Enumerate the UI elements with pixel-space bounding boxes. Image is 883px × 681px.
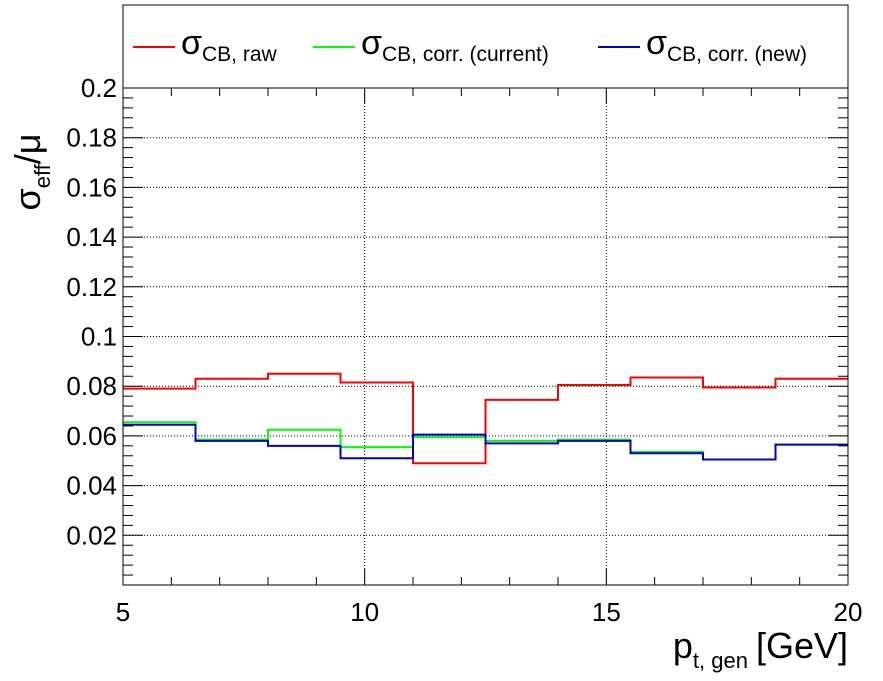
legend-label-symbol: σ xyxy=(361,24,382,62)
plot-frame xyxy=(122,87,849,586)
y-tick-label: 0.06 xyxy=(66,421,117,451)
legend-label-symbol: σ xyxy=(181,24,202,62)
x-tick-label: 10 xyxy=(350,597,379,627)
y-axis-title-subscript: eff xyxy=(30,163,55,188)
legend-label-1: σCB, raw xyxy=(181,24,277,66)
y-axis-title-tail: /μ xyxy=(7,133,48,164)
x-axis-title: pt, gen [GeV] xyxy=(673,625,848,673)
legend-label-subscript: CB, corr. (current) xyxy=(382,43,549,66)
y-axis-title-symbol: σ xyxy=(7,188,48,210)
x-tick-label: 5 xyxy=(116,597,130,627)
legend-label-symbol: σ xyxy=(646,24,667,62)
x-axis-title-subscript: t, gen xyxy=(693,648,748,673)
x-tick-label: 20 xyxy=(834,597,863,627)
legend: σCB, raw σCB, corr. (current) σCB, corr. (… xyxy=(122,4,849,89)
y-tick-label: 0.14 xyxy=(66,222,117,252)
tick-labels: 5 10 15 20 0.02 0.04 0.06 0.08 0.1 0.12 0.14 0.16 0.… xyxy=(66,73,862,627)
y-tick-label: 0.18 xyxy=(66,123,117,153)
legend-label-3: σCB, corr. (new) xyxy=(646,24,807,66)
legend-label-subscript: CB, corr. (new) xyxy=(667,43,807,66)
x-axis-title-symbol: p xyxy=(673,625,693,666)
y-tick-label: 0.12 xyxy=(66,272,117,302)
legend-label-2: σCB, corr. (current) xyxy=(361,24,549,66)
y-tick-label: 0.2 xyxy=(81,73,117,103)
legend-label-subscript: CB, raw xyxy=(202,43,278,66)
series-line-3 xyxy=(123,423,848,461)
legend-box xyxy=(122,4,849,89)
y-tick-label: 0.04 xyxy=(66,471,117,501)
y-tick-label: 0.08 xyxy=(66,371,117,401)
y-tick-label: 0.1 xyxy=(81,322,117,352)
y-tick-label: 0.16 xyxy=(66,172,117,202)
grid xyxy=(123,88,848,585)
x-axis-title-unit: [GeV] xyxy=(756,625,848,666)
series-line-1 xyxy=(123,372,848,465)
y-tick-label: 0.02 xyxy=(66,520,117,550)
x-tick-label: 15 xyxy=(592,597,621,627)
ticks xyxy=(122,87,849,586)
y-axis-title: σeff/μ xyxy=(7,133,55,210)
series-layer xyxy=(123,372,848,465)
